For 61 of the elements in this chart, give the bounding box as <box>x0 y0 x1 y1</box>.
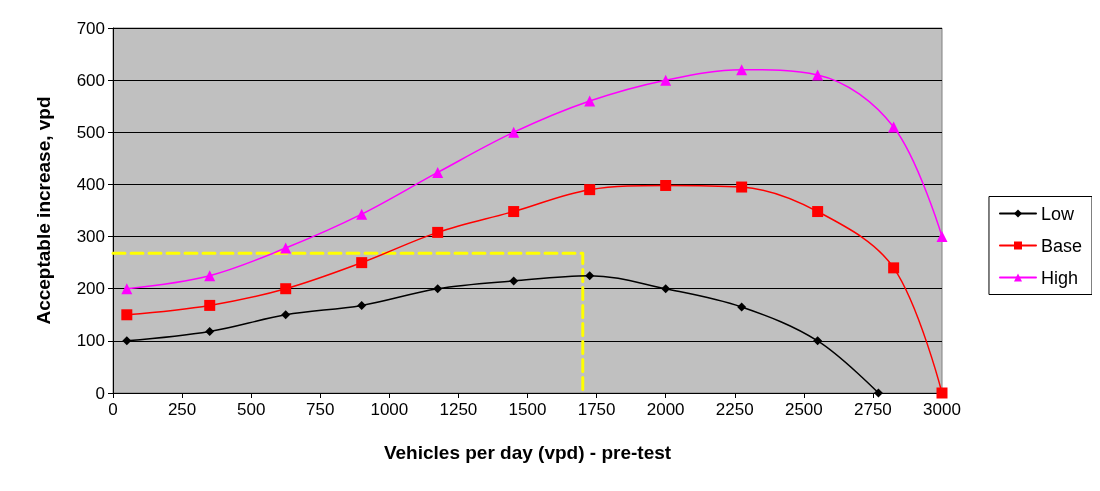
y-axis-title: Acceptable increase, vpd <box>33 96 54 325</box>
y-tick-label: 600 <box>76 70 105 90</box>
point <box>122 336 132 346</box>
point <box>812 206 824 218</box>
point <box>661 284 671 294</box>
point <box>737 302 747 312</box>
point <box>584 95 596 107</box>
point <box>936 387 948 399</box>
x-axis-title: Vehicles per day (vpd) - pre-test <box>383 442 672 463</box>
point <box>585 271 595 281</box>
x-tick-label: 1000 <box>370 400 409 419</box>
point <box>873 388 883 398</box>
x-tick-label: 2000 <box>646 400 685 419</box>
x-tick-label: 0 <box>108 400 118 419</box>
point <box>736 64 748 76</box>
point <box>812 69 824 81</box>
x-tick-label: 500 <box>236 400 266 419</box>
x-tick-label: 750 <box>306 400 335 419</box>
point <box>936 231 948 243</box>
point <box>357 300 367 310</box>
x-tick-label: 1500 <box>508 400 547 419</box>
y-tick-label: 500 <box>76 122 105 142</box>
x-tick-label: 3000 <box>923 400 961 419</box>
point <box>584 184 596 196</box>
point <box>888 262 900 274</box>
point <box>508 126 520 138</box>
y-tick-label: 100 <box>76 331 105 351</box>
point <box>433 284 443 294</box>
y-tick-label: 200 <box>76 279 105 299</box>
point <box>356 208 368 220</box>
point <box>813 336 823 346</box>
legend-label: Low <box>1040 203 1075 224</box>
x-tick-label: 2750 <box>854 400 892 419</box>
y-tick-label: 0 <box>95 383 105 403</box>
point <box>204 270 216 282</box>
legend-label: Base <box>1040 235 1082 256</box>
point <box>280 242 292 254</box>
point <box>281 310 291 320</box>
x-tick-label: 1750 <box>577 400 616 419</box>
y-tick-label: 400 <box>76 174 105 194</box>
x-tick-label: 1250 <box>439 400 478 419</box>
x-tick-label: 2500 <box>784 400 823 419</box>
point <box>432 226 444 238</box>
y-tick-label: 700 <box>76 18 105 38</box>
point <box>204 299 216 311</box>
x-tick-label: 250 <box>167 400 197 419</box>
point <box>121 283 133 295</box>
point <box>121 309 133 321</box>
point <box>509 276 519 286</box>
point <box>432 166 444 178</box>
y-tick-label: 300 <box>76 227 105 247</box>
point <box>508 206 520 218</box>
point <box>280 283 292 295</box>
legend-label: High <box>1040 267 1078 288</box>
point <box>660 74 672 86</box>
x-tick-label: 2250 <box>715 400 754 419</box>
point <box>736 181 748 193</box>
point <box>888 121 900 133</box>
point <box>205 326 215 336</box>
point <box>660 179 672 191</box>
point <box>356 257 368 269</box>
